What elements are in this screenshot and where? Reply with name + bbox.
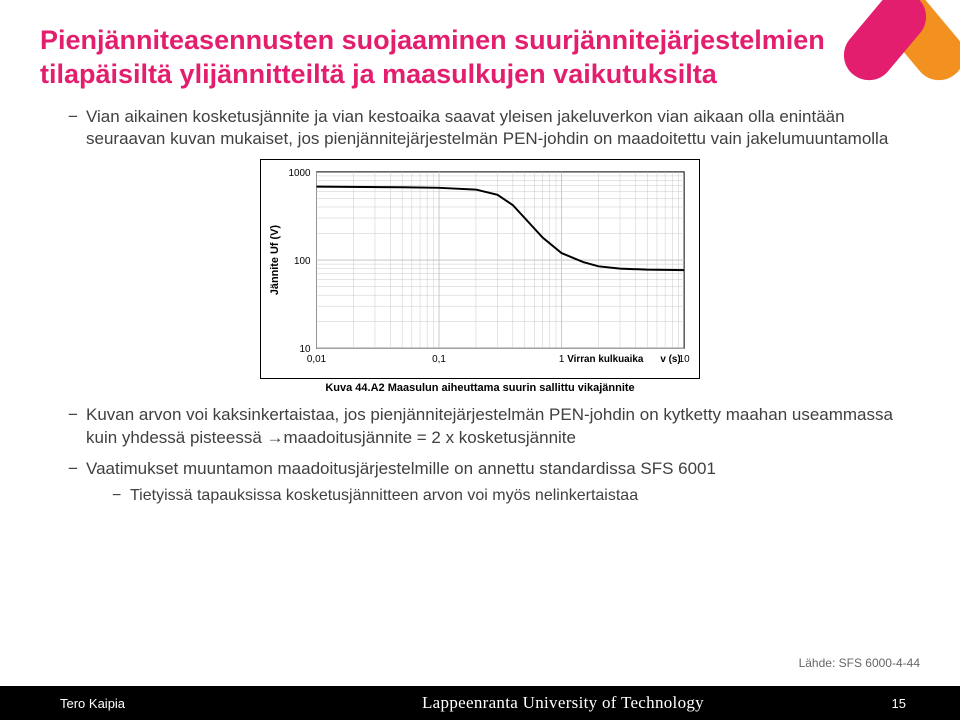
svg-text:1000: 1000	[289, 168, 312, 179]
footer-page-number: 15	[846, 696, 906, 711]
bullet-item: Kuvan arvon voi kaksinkertaistaa, jos pi…	[68, 404, 920, 450]
svg-text:v (s): v (s)	[660, 355, 680, 366]
svg-text:1: 1	[559, 355, 565, 366]
caption-text: Maasulun aiheuttama suurin sallittu vika…	[388, 382, 635, 394]
bullet-item: Vian aikainen kosketusjännite ja vian ke…	[68, 106, 920, 152]
brand-logo	[830, 0, 960, 118]
bullet-text: Vaatimukset muuntamon maadoitusjärjestel…	[86, 459, 716, 478]
svg-text:0,01: 0,01	[307, 355, 327, 366]
sub-bullet-item: Tietyissä tapauksissa kosketusjännitteen…	[112, 485, 920, 507]
bullet-item: Vaatimukset muuntamon maadoitusjärjestel…	[68, 458, 920, 507]
svg-text:Virran kulkuaika: Virran kulkuaika	[567, 355, 644, 366]
footer-university: Lappeenranta University of Technology	[280, 693, 846, 713]
caption-number: Kuva 44.A2	[325, 382, 387, 394]
chart-caption: Kuva 44.A2 Maasulun aiheuttama suurin sa…	[325, 382, 634, 394]
fault-voltage-chart: 1010010000,010,1110Jännite Uf (V)Virran …	[260, 159, 700, 379]
source-reference: Lähde: SFS 6000-4-44	[799, 656, 920, 670]
footer-bar: Tero Kaipia Lappeenranta University of T…	[0, 686, 960, 720]
svg-text:Jännite Uf (V): Jännite Uf (V)	[269, 225, 281, 296]
content-body: Vian aikainen kosketusjännite ja vian ke…	[0, 100, 960, 507]
svg-text:100: 100	[294, 256, 311, 267]
footer-author: Tero Kaipia	[60, 696, 280, 711]
page-title: Pienjänniteasennusten suojaaminen suurjä…	[0, 0, 960, 100]
svg-text:0,1: 0,1	[432, 355, 446, 366]
chart-figure: 1010010000,010,1110Jännite Uf (V)Virran …	[40, 159, 920, 394]
